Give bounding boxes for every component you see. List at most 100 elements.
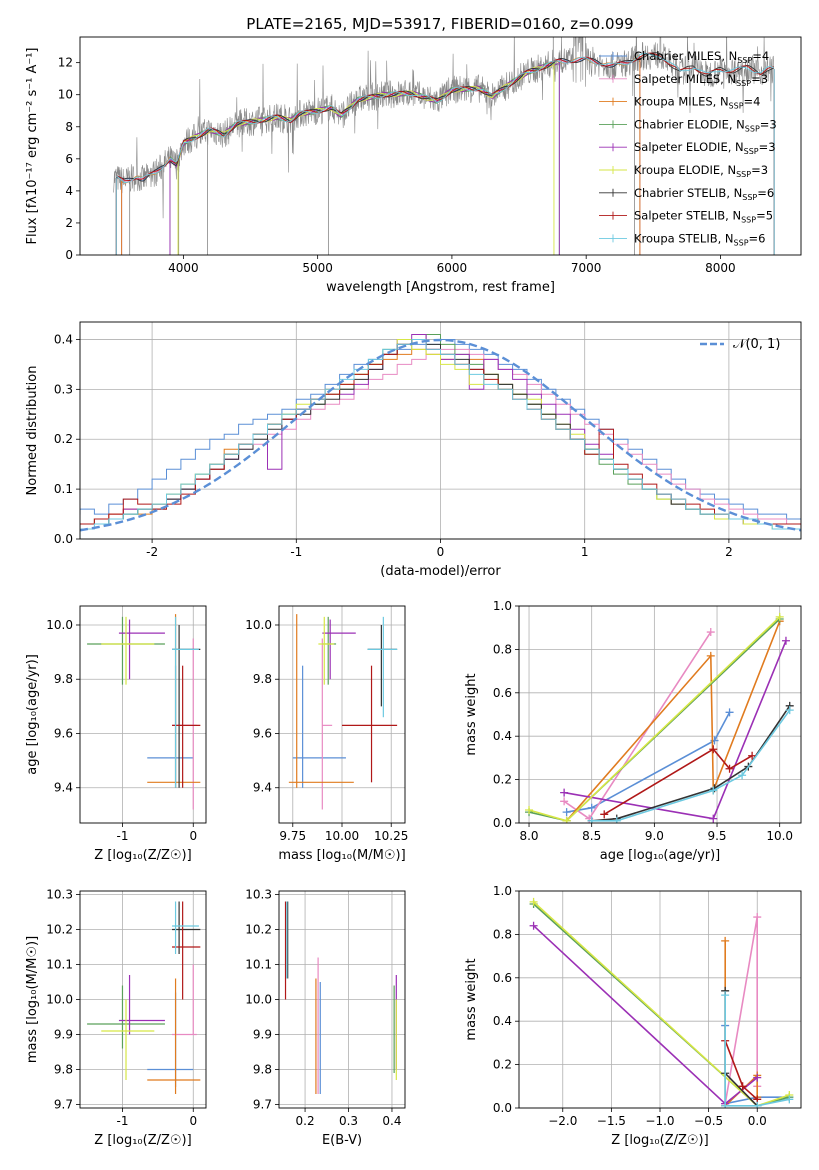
- residuals-plot-area: [80, 334, 801, 539]
- legend-label-text: Salpeter STELIB, N: [634, 209, 741, 223]
- y-tick-label: 10.2: [46, 923, 73, 937]
- weight-point-marker: [785, 706, 794, 715]
- x-tick-label: 7000: [571, 261, 602, 275]
- y-tick-label: 10.0: [245, 618, 272, 632]
- legend-label-count: =6: [757, 186, 774, 200]
- weight-series-line: [563, 631, 712, 820]
- y-tick-label: 0: [65, 248, 73, 262]
- weight-point-marker: [753, 1073, 762, 1082]
- legend-label-count: =4: [752, 49, 769, 63]
- legend-label: Kroupa MILES, NSSP=4: [634, 95, 760, 111]
- legend-label-count: =4: [744, 95, 761, 109]
- ebv-mass-plot-area: [284, 901, 397, 1094]
- y-tick-label: 9.4: [54, 781, 73, 795]
- x-tick-label: 10.00: [325, 829, 359, 843]
- legend-label: Kroupa ELODIE, NSSP=3: [634, 163, 768, 179]
- legend-label: Chabrier MILES, NSSP=4: [634, 49, 769, 65]
- legend-label-text: Kroupa ELODIE, N: [634, 163, 736, 177]
- figure-title: PLATE=2165, MJD=53917, FIBERID=0160, z=0…: [246, 15, 633, 33]
- y-tick-label: 0.6: [493, 971, 512, 985]
- weight-point-marker: [560, 797, 569, 806]
- y-tick-label: 0.0: [493, 1101, 512, 1115]
- y-tick-label: 0.1: [54, 482, 73, 496]
- weight-point-marker: [725, 764, 734, 773]
- spectrum-plot-area: [113, 37, 775, 255]
- x-tick-label: −2.0: [548, 1114, 577, 1128]
- x-tick-label: 9.75: [279, 829, 306, 843]
- y-tick-label: 6: [65, 152, 73, 166]
- y-tick-label: 10.0: [46, 993, 73, 1007]
- y-tick-label: 10.1: [245, 958, 272, 972]
- x-tick-label: -2: [146, 545, 158, 559]
- weight-point-marker: [600, 810, 609, 819]
- y-tick-label: 9.8: [253, 1063, 272, 1077]
- x-tick-label: -1: [290, 545, 302, 559]
- y-tick-label: 9.9: [54, 1028, 73, 1042]
- weight-point-marker: [709, 814, 718, 823]
- weight-point-marker: [529, 921, 538, 930]
- y-tick-label: 10.0: [245, 993, 272, 1007]
- y-axis-label: mass weight: [464, 673, 479, 755]
- y-tick-label: 12: [58, 56, 73, 70]
- x-axis-label: mass [log₁₀(M/M☉)]: [278, 848, 405, 863]
- z-weight-plot-area: [529, 897, 794, 1108]
- legend-label: Chabrier ELODIE, NSSP=3: [634, 117, 777, 133]
- y-tick-label: 10.3: [46, 888, 73, 902]
- y-tick-label: 10.1: [46, 958, 73, 972]
- x-tick-label: −1.5: [597, 1114, 626, 1128]
- mass-age-plot-area: [288, 614, 398, 810]
- weight-point-marker: [781, 636, 790, 645]
- legend-label-count: =3: [760, 117, 777, 131]
- age-weight-plot-area: [525, 612, 794, 823]
- plot-frame: [79, 605, 207, 824]
- x-axis-label: E(B-V): [322, 1133, 362, 1148]
- x-tick-label: 10.0: [766, 829, 793, 843]
- model-fit-line: [116, 52, 774, 182]
- y-axis-label: Normed distribution: [25, 366, 40, 496]
- x-tick-label: 8.5: [582, 829, 601, 843]
- age-weight-panel: 8.0 8.5 9.0 9.5 10.0 0.0 0.2 0.4 0.6 0.8 1.0 age [l…: [464, 599, 802, 863]
- x-tick-label: 8000: [705, 261, 736, 275]
- x-tick-label: 0: [189, 829, 197, 843]
- y-tick-label: 2: [65, 216, 73, 230]
- weight-point-marker: [738, 771, 747, 780]
- weight-point-marker: [562, 808, 571, 817]
- legend-label-sub: SSP: [734, 238, 749, 247]
- y-tick-label: 10.3: [245, 888, 272, 902]
- x-tick-label: 0.3: [339, 1114, 358, 1128]
- weight-series-line: [565, 620, 781, 822]
- y-tick-label: 9.7: [54, 1098, 73, 1112]
- legend-label-text: Salpeter MILES, N: [634, 72, 736, 86]
- legend-label-sub: SSP: [736, 79, 751, 88]
- y-tick-label: 0.4: [54, 332, 73, 346]
- weight-point-marker: [562, 816, 571, 823]
- z-mass-plot-area: [87, 901, 201, 1094]
- legend-label-sub: SSP: [729, 102, 744, 111]
- y-tick-label: 0.4: [493, 1014, 512, 1028]
- weight-series-line: [724, 995, 790, 1107]
- x-axis-label: Z [log₁₀(Z/Z☉)]: [94, 1133, 191, 1148]
- legend-label-text: Salpeter ELODIE, N: [634, 140, 744, 154]
- y-axis-label: Flux [fλ10⁻¹⁷ erg cm⁻² s⁻¹ A⁻¹]: [25, 48, 40, 245]
- y-tick-label: 10: [58, 88, 73, 102]
- residuals-panel: -2 -1 0 1 2 0.0 0.1 0.2 0.3 0.4 (data-model)/error…: [25, 321, 802, 579]
- y-tick-label: 0.0: [493, 816, 512, 830]
- z-mass-panel: -1 0 9.7 9.8 9.9 10.0 10.1 10.2 10.3 Z [log₁₀(Z/Z…: [25, 888, 207, 1148]
- legend-label-count: =3: [751, 163, 768, 177]
- y-tick-label: 1.0: [493, 884, 512, 898]
- histogram-step-line: [80, 339, 801, 539]
- weight-point-marker: [709, 745, 718, 754]
- weight-point-marker: [753, 913, 762, 922]
- model-fit-line: [121, 54, 640, 184]
- y-tick-label: 9.8: [54, 1063, 73, 1077]
- legend-label-sub: SSP: [744, 147, 759, 156]
- legend-label-sub: SSP: [742, 193, 757, 202]
- y-tick-label: 10.2: [245, 923, 272, 937]
- model-fit-line: [121, 56, 640, 182]
- x-axis-label: (data-model)/error: [380, 564, 501, 579]
- weight-point-marker: [725, 708, 734, 717]
- x-tick-label: -1: [116, 1114, 128, 1128]
- weight-point-marker: [709, 786, 718, 795]
- weight-point-marker: [721, 991, 730, 1000]
